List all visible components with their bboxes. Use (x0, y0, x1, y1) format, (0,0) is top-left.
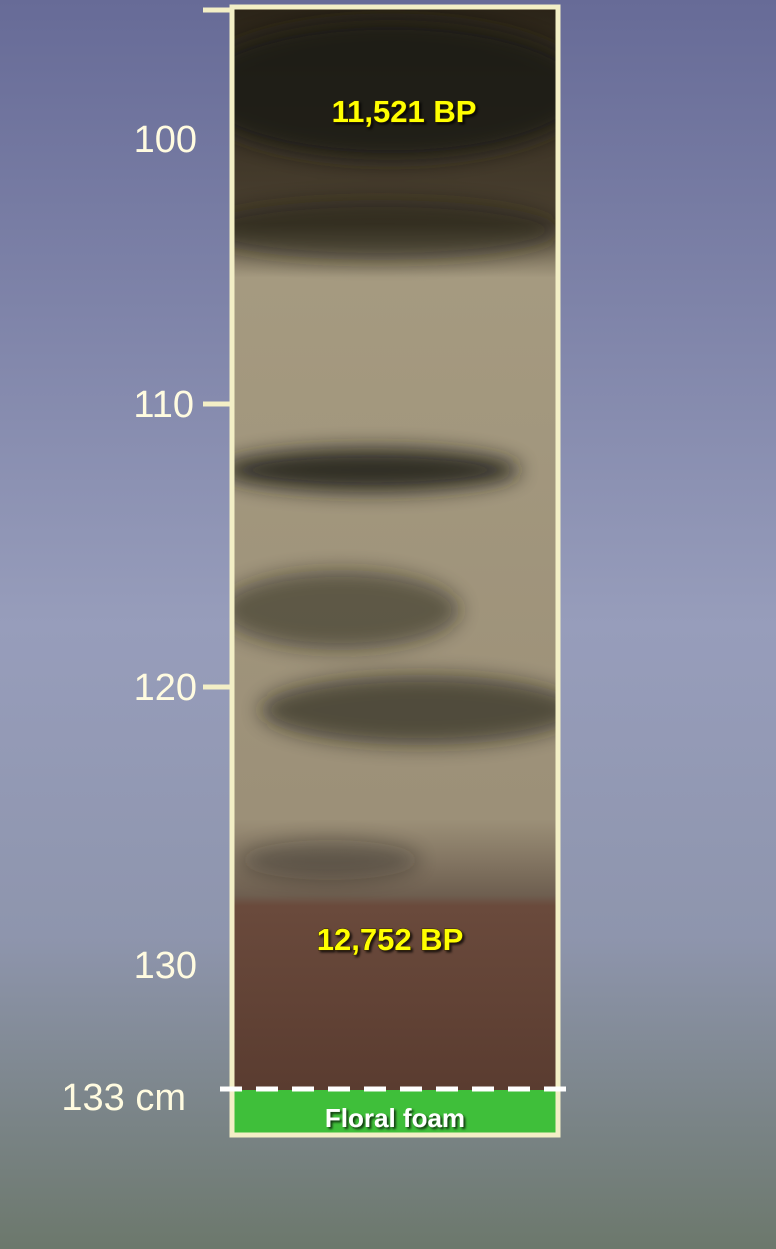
foam-label: Floral foam (325, 1103, 465, 1133)
age-label: 11,521 BP (332, 94, 477, 129)
age-label: 12,752 BP (317, 922, 464, 957)
depth-label: 133 cm (61, 1077, 186, 1119)
sediment-core (190, 7, 590, 1135)
depth-label: 110 (133, 384, 194, 426)
depth-label: 120 (134, 667, 197, 709)
depth-label: 100 (134, 119, 197, 161)
core-diagram: 100 110 120 130 133 cm 11,521 BP 12,752 … (0, 0, 776, 1249)
depth-label: 130 (134, 945, 197, 987)
